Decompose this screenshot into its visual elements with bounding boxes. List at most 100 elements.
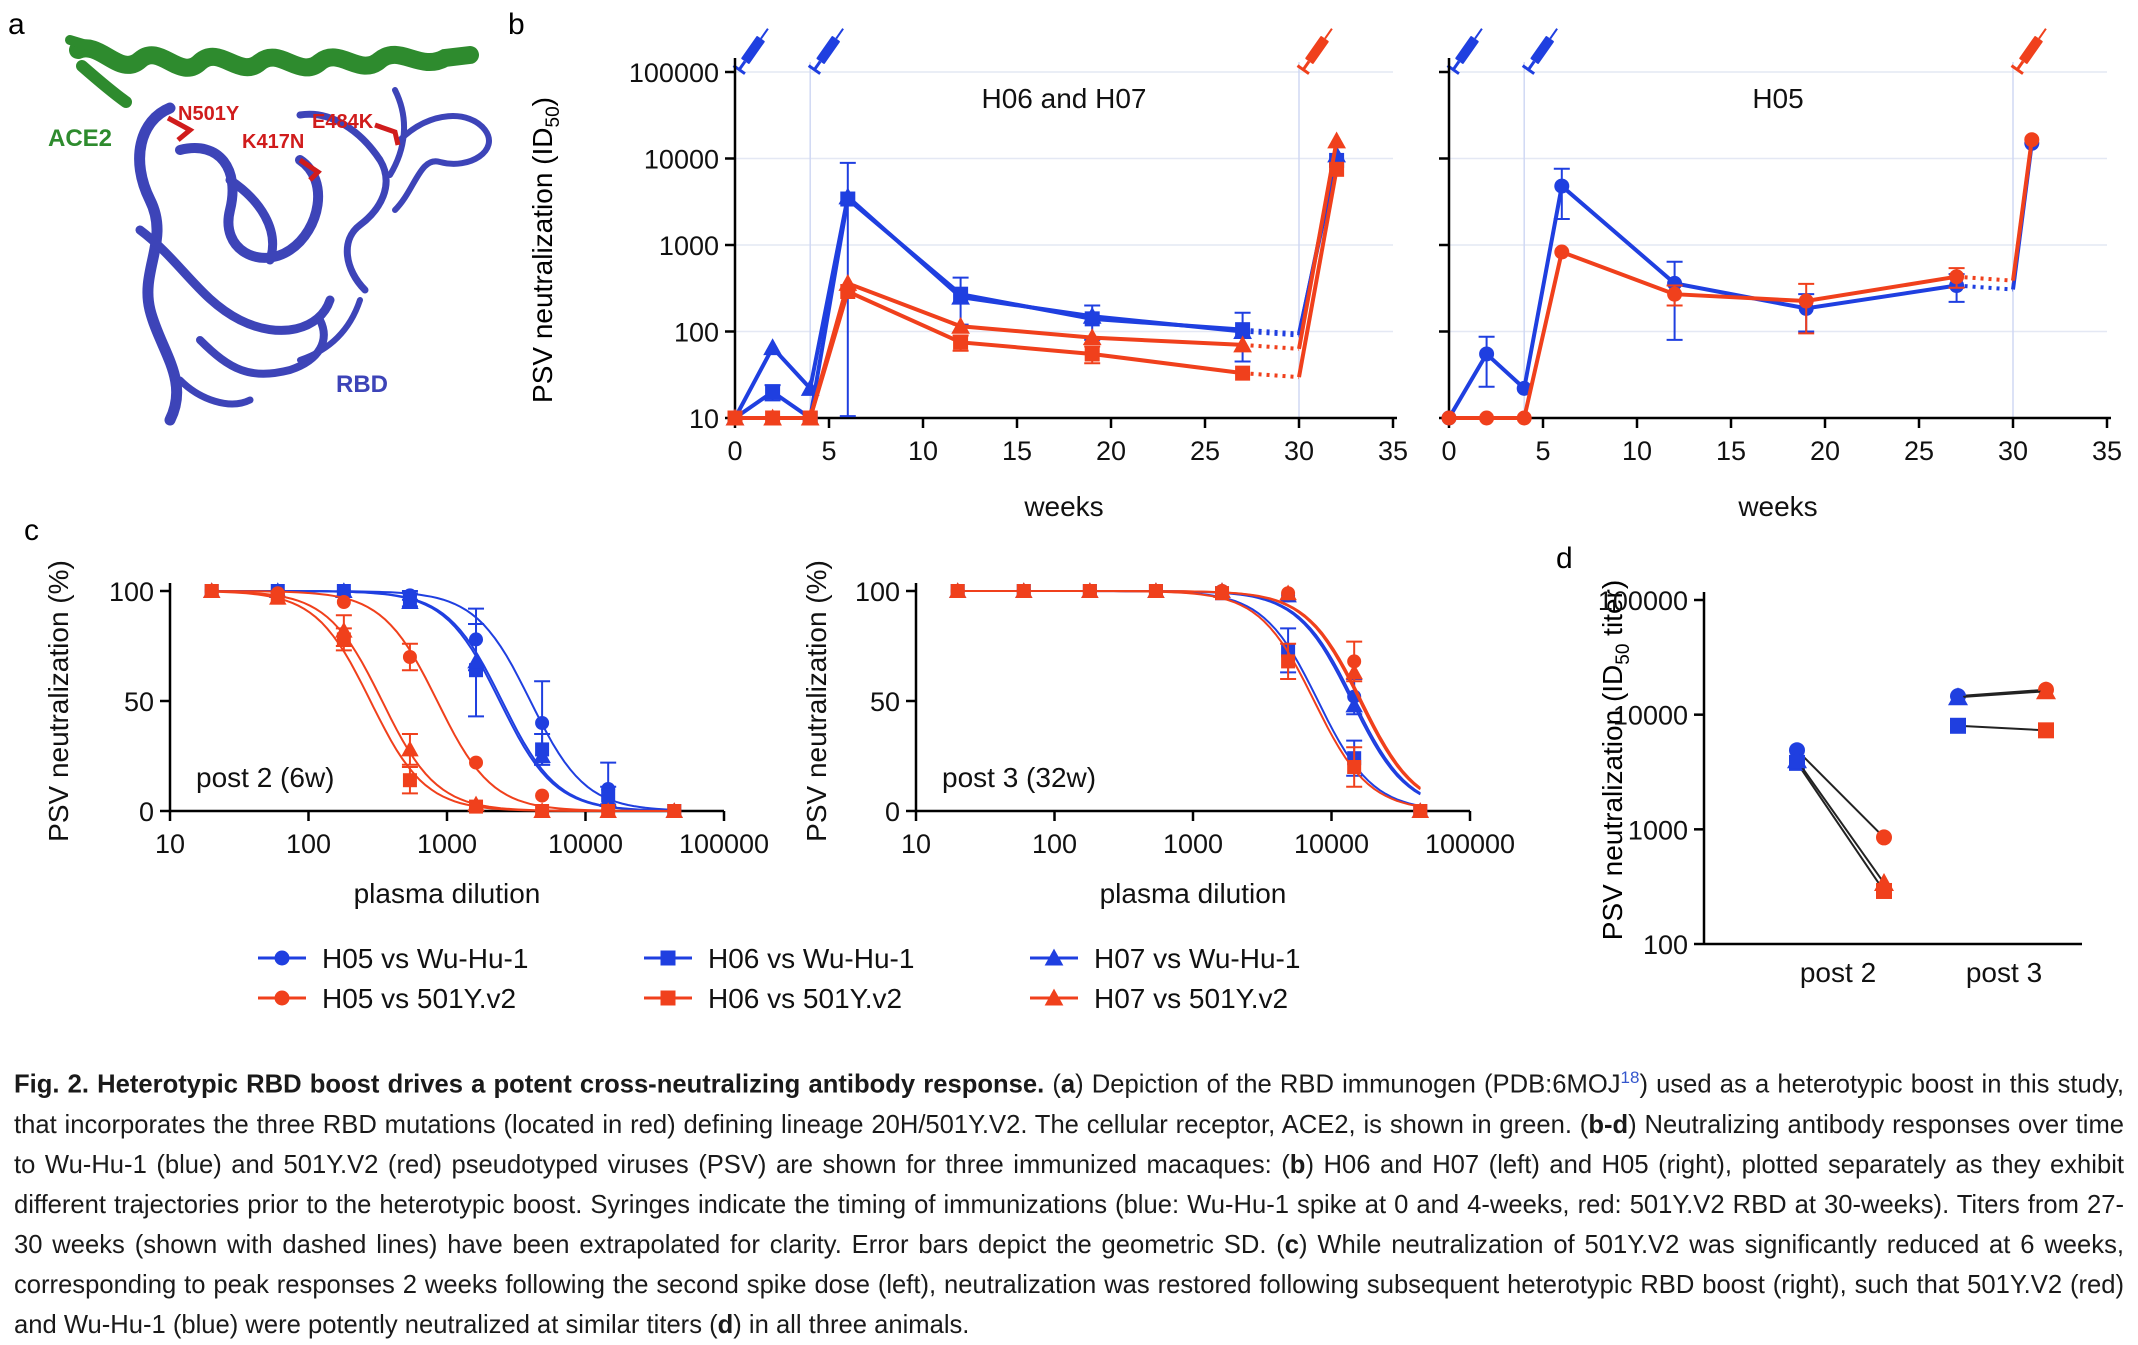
- panel-a: a ACE2 RBD: [8, 8, 492, 426]
- syringe-icon-thumb: [807, 64, 822, 75]
- x-tick-label: 35: [1378, 436, 1408, 466]
- caption-text: ) Depiction of the RBD immunogen (PDB:6M…: [1075, 1070, 1621, 1099]
- syringe-icon-needle: [835, 28, 844, 40]
- rbd-ribbon: [297, 297, 363, 363]
- x-tick-label: 5: [821, 436, 836, 466]
- pair-line: [1957, 690, 2047, 699]
- data-point: [401, 593, 419, 609]
- x-tick-label: 30: [1998, 436, 2028, 466]
- data-point: [1015, 582, 1033, 598]
- data-point: [1233, 335, 1252, 353]
- syringe-icon-plunger: [1527, 60, 1536, 71]
- data-point: [2038, 722, 2054, 739]
- syringe-icon: [807, 28, 844, 75]
- pair-line: [1796, 749, 1885, 839]
- y-tick-label: 0: [139, 797, 154, 827]
- rbd-loop: [392, 113, 492, 213]
- x-tick-label: 0: [727, 436, 742, 466]
- data-point: [535, 716, 550, 730]
- data-point: [2036, 681, 2056, 700]
- data-point: [1082, 328, 1102, 346]
- data-point: [1147, 582, 1165, 598]
- rbd-ribbon: [134, 102, 183, 426]
- data-point: [1874, 873, 1894, 892]
- rbd-ribbon: [175, 143, 324, 263]
- series-line: [735, 288, 1243, 420]
- data-point: [665, 802, 684, 818]
- legend-label: H05 vs 501Y.v2: [322, 983, 516, 1014]
- data-point: [953, 334, 969, 350]
- y-axis-label: PSV neutralization (%): [43, 560, 74, 842]
- data-point: [1279, 584, 1297, 601]
- ace2-helix-3: [65, 35, 95, 51]
- data-point: [1084, 346, 1100, 362]
- syringe-icon-plunger: [1302, 60, 1311, 71]
- x-tick-label: 10: [1622, 436, 1652, 466]
- syringe-icon-thumb: [2010, 64, 2024, 75]
- y-tick-label: 100: [855, 577, 900, 607]
- data-point: [951, 316, 970, 334]
- data-point: [402, 773, 417, 788]
- legend-label: H06 vs 501Y.v2: [708, 983, 902, 1014]
- panel-c-label: c: [24, 514, 39, 547]
- rbd-ribbon: [296, 110, 390, 294]
- x-tick-label: 5: [1535, 436, 1550, 466]
- y-tick-label: 10000: [644, 145, 719, 175]
- x-tick-label: 25: [1904, 436, 1934, 466]
- data-point: [1789, 742, 1805, 759]
- x-tick-label: 35: [2092, 436, 2122, 466]
- syringe-icon-needle: [1324, 28, 1333, 40]
- x-tick-label: post 2: [1800, 957, 1876, 988]
- series-extrapolation: [1242, 371, 1300, 380]
- legend: H05 vs Wu-Hu-1 H06 vs Wu-Hu-1 H07 vs Wu-Hu…: [258, 943, 1300, 1014]
- data-point: [402, 650, 417, 664]
- rbd-ribbon: [196, 316, 328, 378]
- data-point: [599, 802, 617, 818]
- data-point: [467, 795, 485, 812]
- syringe-icon-barrel: [816, 36, 840, 64]
- syringe-icon-barrel: [2019, 36, 2043, 64]
- x-tick-label: 25: [1190, 436, 1220, 466]
- x-tick-label: post 3: [1966, 957, 2042, 988]
- caption-citation[interactable]: 18: [1620, 1068, 1640, 1087]
- series-boost-line: [1297, 140, 1339, 350]
- data-point: [763, 408, 782, 426]
- data-point: [1347, 760, 1362, 774]
- panel-a-label: a: [8, 8, 25, 41]
- rbd-ribbon: [387, 87, 408, 178]
- data-point: [1950, 717, 1966, 734]
- y-tick-label: 0: [885, 797, 900, 827]
- syringe-icon-barrel: [1530, 36, 1554, 64]
- data-point: [1554, 244, 1570, 260]
- syringe-icon-needle: [1474, 28, 1483, 40]
- data-point: [1411, 802, 1430, 818]
- syringe-icon-plunger: [1452, 60, 1461, 71]
- chart-annotation: post 3 (32w): [942, 762, 1096, 793]
- chart-title: H05: [1752, 83, 1803, 114]
- data-point: [1347, 654, 1362, 669]
- panel-d-y-axis-label: PSV neutralization (ID50 titer): [1597, 580, 1634, 940]
- legend-marker: [274, 990, 290, 1006]
- series-extrapolation: [1956, 274, 2014, 283]
- legend-marker: [1044, 988, 1064, 1006]
- caption-ref-a: a: [1060, 1070, 1076, 1099]
- data-point: [1235, 365, 1251, 381]
- caption-ref-d: d: [717, 1310, 734, 1339]
- caption-ref-bd: b-d: [1588, 1110, 1629, 1139]
- syringe-icon-thumb: [1296, 64, 1310, 75]
- chart-b-right: 0 5 10 15 20 25 30 35 H05 weeks: [1439, 28, 2122, 522]
- syringe-icon-barrel: [1305, 36, 1329, 64]
- y-tick-label: 100: [109, 577, 154, 607]
- x-axis-label: plasma dilution: [1100, 878, 1287, 909]
- data-point: [1327, 131, 1346, 149]
- y-axis-label: PSV neutralization (%): [801, 560, 832, 842]
- data-point: [1441, 410, 1457, 426]
- chart-d: 100 1000 10000 100000 post 2 post 3: [1598, 586, 2082, 988]
- data-point: [336, 595, 351, 609]
- syringe-icon: [732, 28, 769, 75]
- figure-caption: Fig. 2. Heterotypic RBD boost drives a p…: [14, 1058, 2124, 1345]
- x-tick-label: 30: [1284, 436, 1314, 466]
- mutation-site-n501y: [166, 115, 195, 142]
- fit-curve: [957, 590, 1421, 791]
